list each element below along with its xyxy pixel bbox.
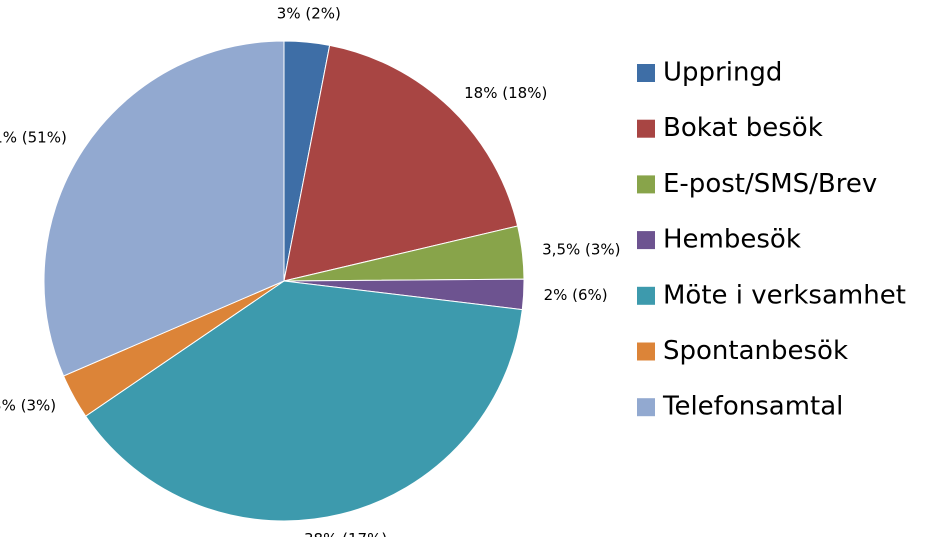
data-label: 3,5% (3%)	[542, 240, 620, 258]
legend-label: Telefonsamtal	[662, 392, 843, 422]
legend-label: E-post/SMS/Brev	[663, 169, 877, 199]
legend-swatch	[637, 398, 655, 417]
data-label: 3% (2%)	[277, 5, 341, 23]
legend-swatch	[637, 119, 655, 138]
data-label: 3% (3%)	[0, 397, 56, 415]
pie-slice	[283, 44, 519, 282]
legend-label: Bokat besök	[663, 113, 823, 143]
legend-label: Möte i verksamhet	[663, 280, 906, 310]
legend-label: Hembesök	[663, 225, 801, 255]
legend-swatch	[637, 231, 655, 250]
pie-slice	[84, 280, 523, 522]
data-label: 38% (17%)	[304, 530, 387, 537]
legend-label: Uppringd	[663, 58, 782, 88]
legend-swatch	[637, 175, 655, 194]
pie-slice	[43, 40, 285, 377]
legend-swatch	[637, 286, 655, 305]
legend-label: Spontanbesök	[663, 336, 848, 366]
data-label: 31% (51%)	[0, 129, 67, 147]
data-label: 18% (18%)	[464, 84, 547, 102]
data-label: 2% (6%)	[544, 286, 608, 304]
legend-swatch	[637, 64, 655, 82]
legend-swatch	[637, 342, 655, 361]
